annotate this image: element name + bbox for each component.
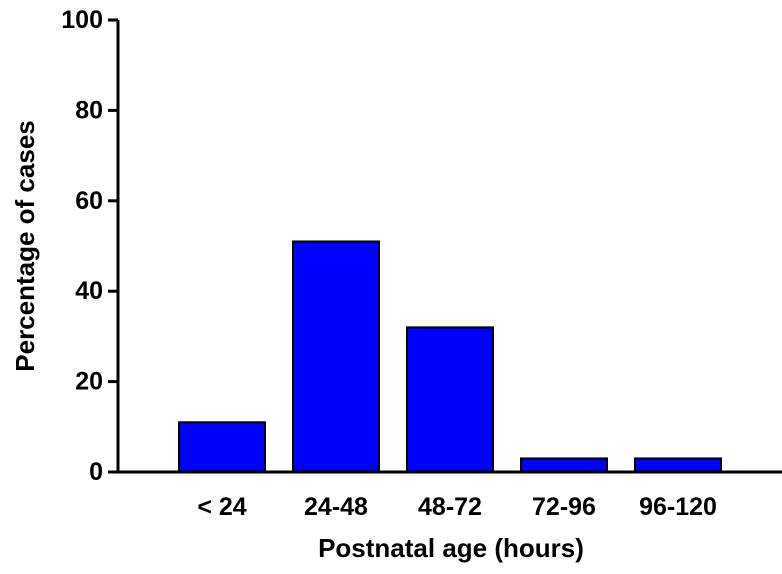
x-tick-label: 72-96	[532, 493, 596, 521]
bars-layer	[179, 241, 721, 472]
y-tick-label: 100	[61, 6, 103, 34]
y-tick-label: 80	[75, 96, 103, 124]
x-tick-label: 96-120	[639, 493, 717, 521]
y-tick-label: 0	[89, 458, 103, 486]
x-ticks-layer: < 24 24-48 48-72 72-96 96-120	[197, 493, 717, 521]
x-tick-label: 48-72	[418, 493, 482, 521]
y-ticks-layer: 0 20 40 60 80 100	[61, 6, 118, 486]
bar-5	[635, 458, 721, 472]
y-tick-label: 40	[75, 277, 103, 305]
bar-2	[293, 241, 379, 472]
y-axis-label: Percentage of cases	[10, 120, 40, 371]
x-tick-label: < 24	[197, 493, 246, 521]
bar-3	[407, 327, 493, 472]
y-tick-label: 60	[75, 187, 103, 215]
bar-4	[521, 458, 607, 472]
y-tick-label: 20	[75, 368, 103, 396]
x-axis-label: Postnatal age (hours)	[318, 533, 584, 563]
x-tick-label: 24-48	[304, 493, 368, 521]
bar-1	[179, 422, 265, 472]
